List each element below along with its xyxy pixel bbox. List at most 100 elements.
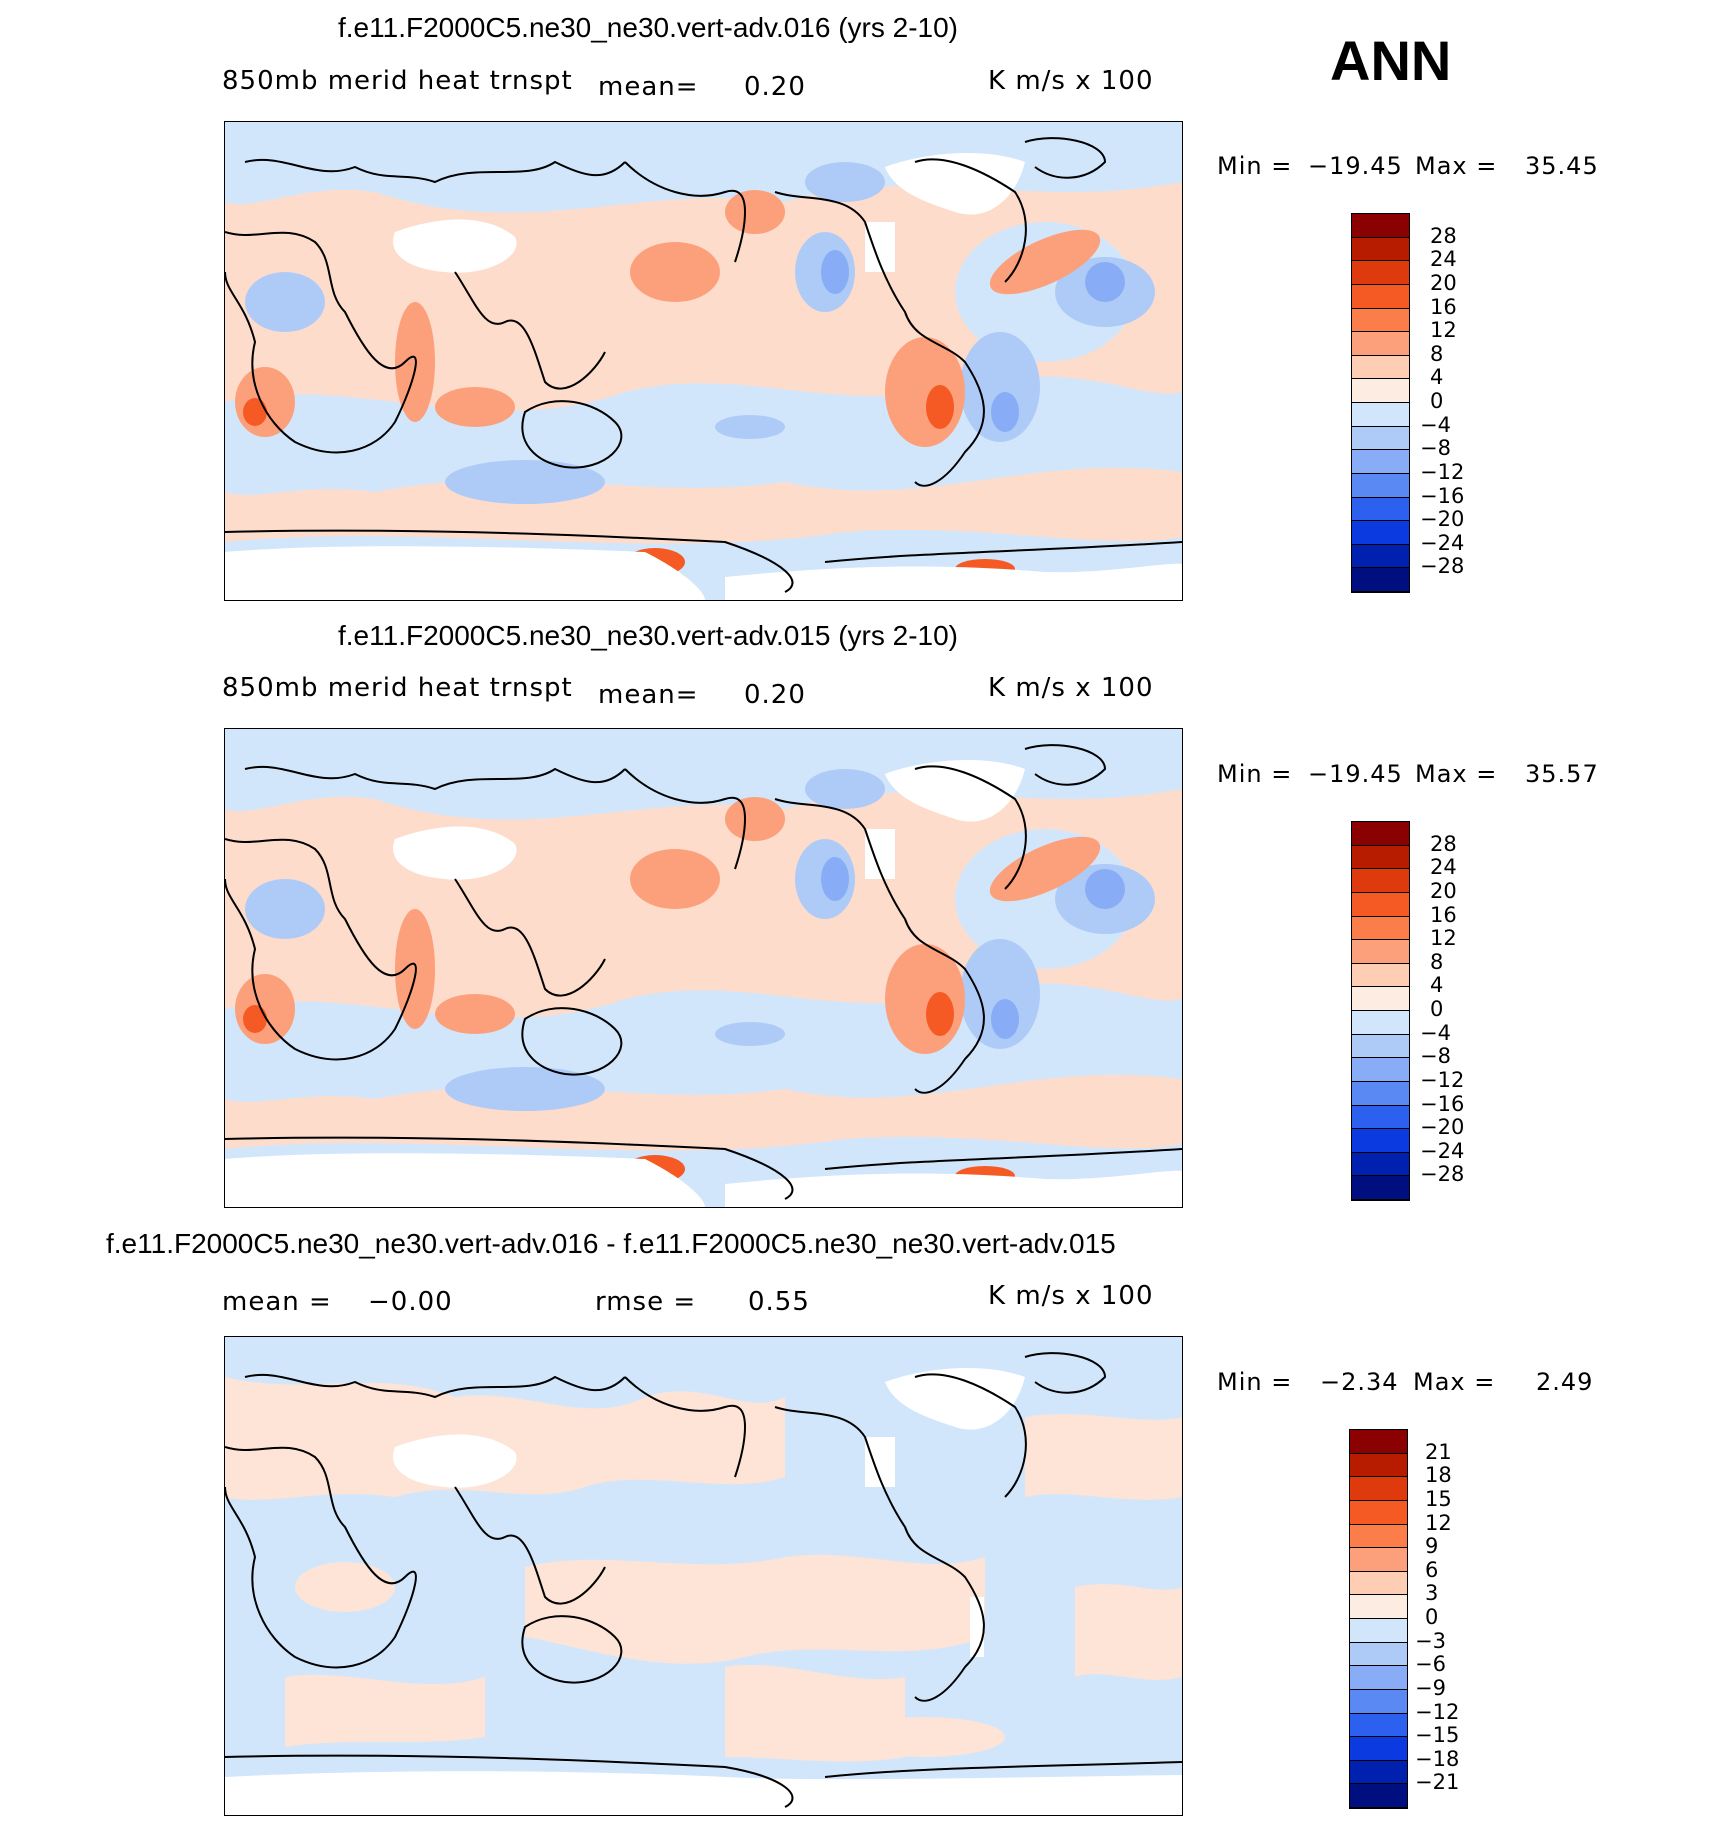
colorbar-level-label: 0 bbox=[1430, 389, 1444, 413]
colorbar-level-label: 8 bbox=[1430, 949, 1444, 974]
colorbar-level-label: −18 bbox=[1415, 1746, 1460, 1771]
colorbar-level-label: −16 bbox=[1420, 1091, 1465, 1116]
colorbar-cell bbox=[1352, 308, 1409, 333]
colorbar-cell bbox=[1350, 1689, 1407, 1714]
colorbar-level-label: 18 bbox=[1425, 1463, 1452, 1488]
colorbar-level-label: −8 bbox=[1420, 436, 1451, 461]
panel1-min-value: −19.45 bbox=[1308, 152, 1403, 180]
colorbar-cell bbox=[1352, 450, 1409, 474]
colorbar-cell bbox=[1352, 892, 1409, 917]
panel2-min-value: −19.45 bbox=[1308, 760, 1403, 788]
colorbar-cell bbox=[1350, 1666, 1407, 1690]
colorbar-cell bbox=[1352, 214, 1409, 238]
panel1-map bbox=[224, 121, 1183, 601]
season-label: ANN bbox=[1330, 29, 1452, 92]
colorbar-cell bbox=[1350, 1760, 1407, 1785]
colorbar-cell bbox=[1352, 473, 1409, 498]
colorbar-cell bbox=[1352, 426, 1409, 451]
colorbar-level-label: −16 bbox=[1420, 483, 1465, 508]
colorbar-level-label: 21 bbox=[1425, 1439, 1452, 1464]
colorbar-cell bbox=[1352, 521, 1409, 545]
panel2-units: K m/s x 100 bbox=[988, 673, 1154, 703]
colorbar-cell bbox=[1350, 1571, 1407, 1596]
colorbar-cell bbox=[1352, 1034, 1409, 1059]
colorbar-cell bbox=[1350, 1524, 1407, 1549]
panel3-min-label: Min = bbox=[1217, 1368, 1293, 1396]
colorbar-cell bbox=[1352, 1081, 1409, 1106]
colorbar-cell bbox=[1352, 355, 1409, 380]
colorbar-cell bbox=[1350, 1430, 1407, 1454]
colorbar-level-label: 8 bbox=[1430, 341, 1444, 366]
colorbar-level-label: −28 bbox=[1420, 554, 1465, 579]
colorbar-level-label: 12 bbox=[1430, 318, 1457, 343]
panel2-variable: 850mb merid heat trnspt bbox=[222, 673, 573, 703]
panel2-title: f.e11.F2000C5.ne30_ne30.vert-adv.015 (yr… bbox=[338, 620, 959, 651]
colorbar-cell bbox=[1350, 1477, 1407, 1501]
colorbar-level-label: −12 bbox=[1420, 459, 1465, 484]
panel3-rmse-value: 0.55 bbox=[748, 1287, 810, 1317]
panel2-mean-label: mean= bbox=[598, 680, 699, 710]
colorbar-level-label: −28 bbox=[1420, 1162, 1465, 1187]
colorbar-cell bbox=[1352, 284, 1409, 309]
colorbar-level-label: 0 bbox=[1425, 1605, 1439, 1629]
panel2-max-value: 35.57 bbox=[1525, 760, 1599, 788]
colorbar-level-label: 24 bbox=[1430, 855, 1457, 880]
colorbar-cell bbox=[1352, 237, 1409, 262]
colorbar-level-label: −4 bbox=[1420, 1020, 1451, 1045]
panel1-mean-value: 0.20 bbox=[744, 72, 806, 102]
colorbar-level-label: −12 bbox=[1420, 1067, 1465, 1092]
panel1-max-label: Max = bbox=[1415, 152, 1498, 180]
colorbar-cell bbox=[1350, 1642, 1407, 1667]
colorbar-level-label: 9 bbox=[1425, 1534, 1439, 1559]
colorbar-level-label: 16 bbox=[1430, 902, 1457, 927]
colorbar-cell bbox=[1352, 332, 1409, 356]
colorbar-cell bbox=[1352, 845, 1409, 870]
panel2-min-label: Min = bbox=[1217, 760, 1293, 788]
panel3-colorbar bbox=[1349, 1429, 1408, 1809]
colorbar-cell bbox=[1352, 1105, 1409, 1130]
panel2-colorbar bbox=[1351, 821, 1410, 1201]
colorbar-cell bbox=[1352, 822, 1409, 846]
colorbar-cell bbox=[1352, 1011, 1409, 1035]
colorbar-level-label: 12 bbox=[1430, 926, 1457, 951]
colorbar-cell bbox=[1350, 1548, 1407, 1572]
colorbar-level-label: −20 bbox=[1420, 507, 1465, 532]
colorbar-cell bbox=[1350, 1619, 1407, 1643]
colorbar-cell bbox=[1350, 1713, 1407, 1738]
panel1-title: f.e11.F2000C5.ne30_ne30.vert-adv.016 (yr… bbox=[338, 12, 959, 43]
colorbar-cell bbox=[1350, 1453, 1407, 1478]
panel1-variable: 850mb merid heat trnspt bbox=[222, 66, 573, 96]
panel3-title: f.e11.F2000C5.ne30_ne30.vert-adv.016 - f… bbox=[106, 1228, 1116, 1259]
colorbar-cell bbox=[1350, 1500, 1407, 1525]
colorbar-cell bbox=[1352, 916, 1409, 941]
colorbar-level-label: −4 bbox=[1420, 412, 1451, 437]
panel1-min-label: Min = bbox=[1217, 152, 1293, 180]
panel3-rmse-label: rmse = bbox=[595, 1287, 697, 1317]
panel2-max-label: Max = bbox=[1415, 760, 1498, 788]
colorbar-level-label: −6 bbox=[1415, 1652, 1446, 1677]
colorbar-cell bbox=[1350, 1784, 1407, 1808]
colorbar-cell bbox=[1352, 568, 1409, 592]
panel1-max-value: 35.45 bbox=[1525, 152, 1599, 180]
colorbar-level-label: 12 bbox=[1425, 1510, 1452, 1535]
panel2-map bbox=[224, 728, 1183, 1208]
colorbar-cell bbox=[1352, 940, 1409, 964]
colorbar-cell bbox=[1350, 1737, 1407, 1761]
colorbar-level-label: −15 bbox=[1415, 1723, 1460, 1748]
colorbar-level-label: 6 bbox=[1425, 1557, 1439, 1582]
colorbar-level-label: −24 bbox=[1420, 1138, 1465, 1163]
colorbar-level-label: 0 bbox=[1430, 997, 1444, 1021]
colorbar-level-label: 28 bbox=[1430, 831, 1457, 856]
colorbar-level-label: −12 bbox=[1415, 1699, 1460, 1724]
colorbar-cell bbox=[1352, 379, 1409, 403]
colorbar-level-label: 4 bbox=[1430, 365, 1444, 390]
colorbar-level-label: −24 bbox=[1420, 530, 1465, 555]
colorbar-cell bbox=[1352, 963, 1409, 988]
colorbar-cell bbox=[1352, 1176, 1409, 1200]
panel2-mean-value: 0.20 bbox=[744, 680, 806, 710]
panel1-units: K m/s x 100 bbox=[988, 66, 1154, 96]
colorbar-level-label: −20 bbox=[1420, 1115, 1465, 1140]
colorbar-level-label: −3 bbox=[1415, 1628, 1446, 1653]
colorbar-level-label: 3 bbox=[1425, 1581, 1439, 1606]
colorbar-cell bbox=[1352, 1129, 1409, 1153]
